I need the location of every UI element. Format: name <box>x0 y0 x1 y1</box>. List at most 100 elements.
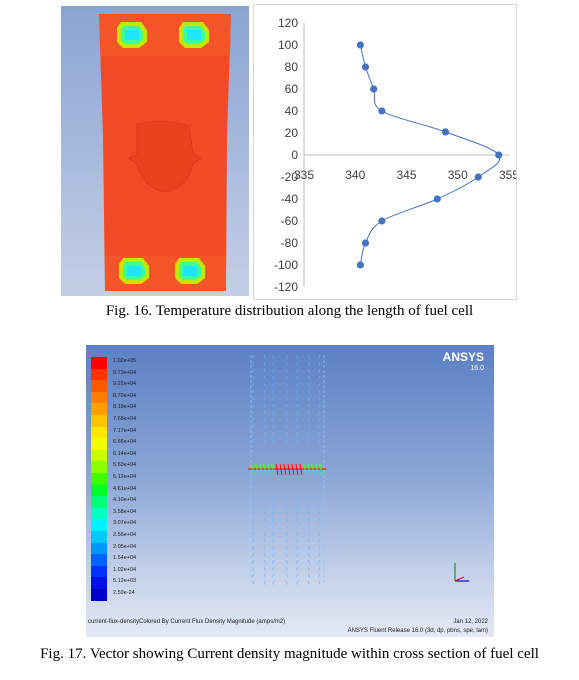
vector-arrow <box>307 573 310 578</box>
vector-arrow <box>263 396 266 401</box>
vector-arrow <box>285 510 288 515</box>
legend-label: 9.22e+04 <box>113 381 137 388</box>
vector-arrow <box>252 424 255 429</box>
vector-arrow <box>263 375 266 380</box>
vector-arrow <box>318 396 321 401</box>
contour-hotspot-top-right <box>179 22 209 48</box>
vector-arrow <box>272 580 275 585</box>
vector-arrow <box>263 524 266 529</box>
vector-arrow <box>285 559 288 564</box>
legend-label: 5.12e+03 <box>113 578 137 585</box>
vector-arrow <box>272 496 275 501</box>
vector-arrow <box>318 545 321 550</box>
vector-arrow <box>252 524 255 529</box>
ansys-version: 16.0 <box>470 365 484 372</box>
vector-arrow <box>307 566 310 571</box>
y-tick-label: 120 <box>278 16 298 30</box>
temperature-line-chart: 120 100 80 60 40 20 0 -20 -40 -60 -80 -100 -120 335 34… <box>253 4 519 300</box>
vector-arrow <box>272 438 275 443</box>
fig17-caption: Fig. 17. Vector showing Current density … <box>40 646 539 662</box>
vector-arrow <box>263 382 266 387</box>
vector-arrow <box>285 410 288 415</box>
vector-arrow <box>296 580 299 585</box>
vector-arrow <box>285 517 288 522</box>
vector-arrow <box>307 361 310 366</box>
vector-arrow <box>307 382 310 387</box>
vector-arrow <box>318 368 321 373</box>
data-point <box>378 107 386 115</box>
legend-label: 2.59e-24 <box>113 590 135 596</box>
vector-arrow <box>263 559 266 564</box>
vector-arrow <box>318 510 321 515</box>
vector-arrow <box>296 496 299 501</box>
data-point <box>495 151 503 159</box>
vector-arrow <box>285 503 288 508</box>
vector-arrow <box>272 538 275 543</box>
interface-arrow <box>303 463 307 476</box>
chart-svg: 120 100 80 60 40 20 0 -20 -40 -60 -80 -100 -120 335 34… <box>274 16 519 294</box>
vector-field-svg <box>248 354 469 585</box>
legend-swatch <box>91 403 107 415</box>
vector-arrow <box>263 431 266 436</box>
vector-arrow <box>318 431 321 436</box>
vector-arrow <box>272 424 275 429</box>
triad-z-axis <box>454 576 465 582</box>
vector-arrow <box>252 545 255 550</box>
vector-arrow <box>252 389 255 394</box>
vector-arrow <box>252 431 255 436</box>
vector-arrow <box>272 545 275 550</box>
vector-arrow <box>318 375 321 380</box>
contour-svg <box>99 14 231 291</box>
vector-arrow <box>318 496 321 501</box>
vector-arrow <box>263 361 266 366</box>
vector-arrow <box>296 354 299 359</box>
legend-swatch <box>91 542 107 555</box>
vector-arrow <box>263 354 266 359</box>
vector-arrow <box>307 375 310 380</box>
vector-arrow <box>263 580 266 585</box>
legend-swatch <box>91 577 107 589</box>
vector-arrow <box>272 361 275 366</box>
legend-swatch <box>91 496 107 508</box>
y-tick-label: 100 <box>278 38 298 52</box>
contour-hotspot-bottom-right <box>175 258 205 284</box>
vector-arrow <box>272 368 275 373</box>
vector-arrow <box>307 438 310 443</box>
vector-arrow <box>318 361 321 366</box>
legend-swatch <box>91 368 107 381</box>
vector-arrow <box>263 510 266 515</box>
legend-label: 1.02e+04 <box>113 566 137 573</box>
x-tick-label: 355 <box>499 168 516 182</box>
vector-arrow <box>307 531 310 536</box>
ansys-logo-text: ANSYS <box>442 350 484 364</box>
interface-arrow <box>283 463 287 476</box>
vector-arrow <box>252 573 255 578</box>
vector-arrow <box>263 552 266 557</box>
legend-label: 3.07e+04 <box>113 520 137 527</box>
vector-arrow <box>252 503 255 508</box>
vector-arrow <box>285 573 288 578</box>
legend-swatch <box>91 357 107 369</box>
vector-arrow <box>285 566 288 571</box>
interface-arrow <box>299 463 303 476</box>
contour-hotspot-bottom-left <box>119 258 149 284</box>
vector-arrow <box>285 403 288 408</box>
temperature-contour-image <box>61 6 249 296</box>
legend-swatch <box>91 589 107 601</box>
vector-arrow <box>263 389 266 394</box>
footer-date: Jan 12, 2022 <box>453 619 488 625</box>
vector-arrow <box>263 573 266 578</box>
legend-label: 9.73e+04 <box>113 369 137 376</box>
vector-arrow <box>285 396 288 401</box>
y-tick-label: 0 <box>291 148 298 162</box>
y-tick-label: -60 <box>281 214 299 228</box>
vector-arrow <box>252 438 255 443</box>
vector-arrow <box>296 361 299 366</box>
vector-arrow <box>296 510 299 515</box>
vector-arrow <box>307 545 310 550</box>
vector-arrow <box>318 424 321 429</box>
legend-label: 1.02e+05 <box>113 358 137 364</box>
vector-arrow <box>252 496 255 501</box>
data-point <box>370 85 378 93</box>
vector-arrow <box>307 368 310 373</box>
